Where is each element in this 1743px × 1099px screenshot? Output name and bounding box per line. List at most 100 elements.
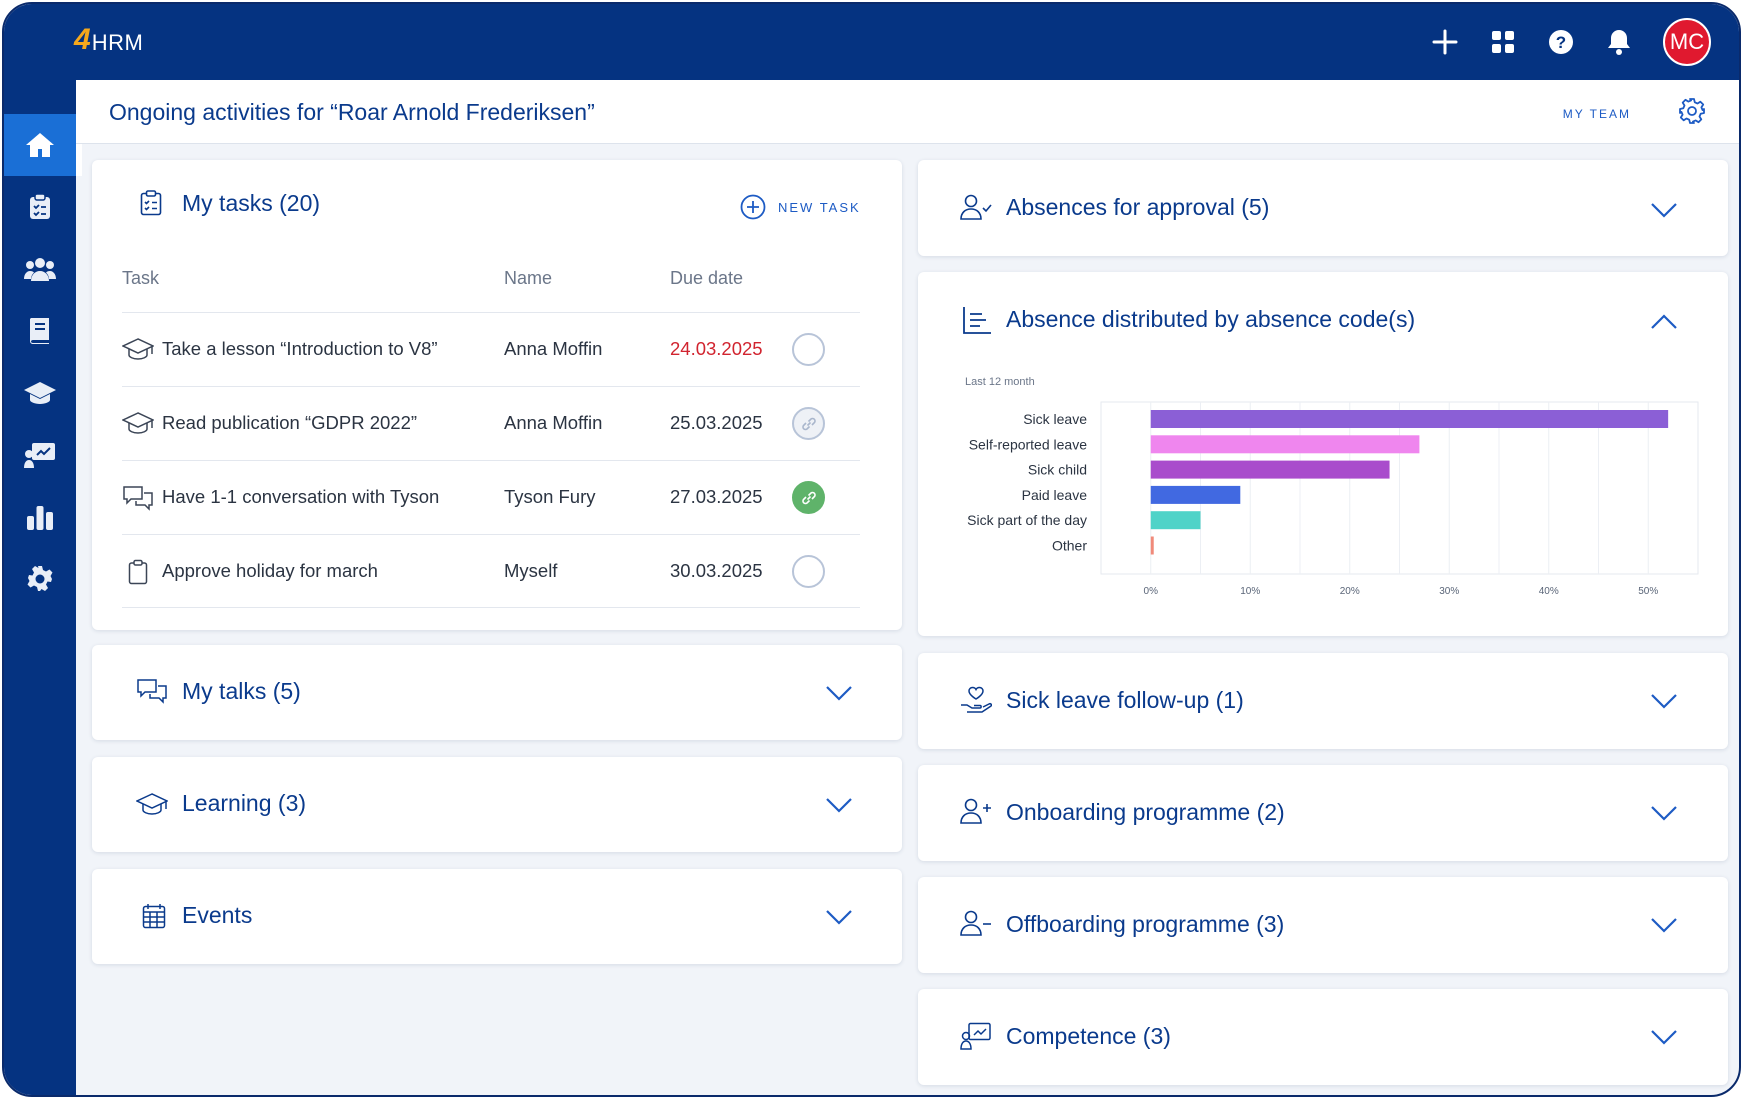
chevron-down-icon[interactable]	[1650, 1029, 1678, 1050]
chevron-down-icon[interactable]	[825, 909, 853, 930]
offboarding-title: Offboarding programme (3)	[1006, 911, 1285, 937]
sidebar-item-tasks[interactable]	[4, 176, 76, 238]
chevron-down-icon[interactable]	[825, 797, 853, 818]
graduation-cap-icon	[121, 337, 155, 366]
user-minus-icon	[960, 910, 992, 941]
task-status-toggle[interactable]	[792, 407, 825, 440]
new-task-label: NEW TASK	[778, 199, 861, 215]
sidebar-item-reports[interactable]	[4, 486, 76, 548]
graduation-cap-icon	[135, 792, 169, 821]
task-title: Have 1-1 conversation with Tyson	[162, 486, 440, 507]
events-card[interactable]: Events	[92, 869, 902, 964]
offboarding-card[interactable]: Offboarding programme (3)	[918, 877, 1728, 973]
onboarding-card[interactable]: Onboarding programme (2)	[918, 765, 1728, 861]
sidebar-item-presentation[interactable]	[4, 424, 76, 486]
absence-distribution-card: Absence distributed by absence code(s) L…	[918, 272, 1728, 636]
plus-icon[interactable]	[1431, 28, 1459, 56]
presentation-icon	[24, 443, 55, 468]
task-due-date: 24.03.2025	[670, 338, 763, 359]
top-actions: ? MC	[1431, 18, 1711, 66]
table-row[interactable]: Read publication “GDPR 2022” Anna Moffin…	[121, 386, 860, 460]
onboarding-title: Onboarding programme (2)	[1006, 799, 1285, 825]
chevron-up-icon[interactable]	[1650, 314, 1678, 335]
column-header-task[interactable]: Task	[122, 268, 160, 288]
events-title: Events	[182, 902, 253, 928]
bar	[1150, 435, 1420, 454]
absence-distribution-title: Absence distributed by absence code(s)	[1006, 306, 1416, 332]
task-assignee: Anna Moffin	[504, 412, 603, 433]
task-due-date: 27.03.2025	[670, 486, 763, 507]
page-title: Ongoing activities for “Roar Arnold Fred…	[109, 99, 595, 125]
chevron-down-icon[interactable]	[1650, 917, 1678, 938]
sidebar-item-people[interactable]	[4, 238, 76, 300]
graduation-cap-icon	[121, 411, 155, 440]
chevron-down-icon[interactable]	[825, 685, 853, 706]
bar	[1150, 485, 1241, 504]
sidebar-item-book[interactable]	[4, 300, 76, 362]
my-team-link[interactable]: MY TEAM	[1562, 107, 1631, 121]
absences-approval-card[interactable]: Absences for approval (5)	[918, 160, 1728, 256]
clipboard-list-icon	[140, 190, 162, 221]
x-tick-label: 20%	[1340, 586, 1360, 597]
y-tick-label: Sick leave	[1023, 411, 1087, 427]
link-icon	[801, 491, 816, 504]
absences-approval-title: Absences for approval (5)	[1006, 194, 1270, 220]
task-status-toggle[interactable]	[792, 555, 825, 588]
competence-card[interactable]: Competence (3)	[918, 989, 1728, 1085]
graduation-cap-icon	[24, 382, 56, 404]
settings-button[interactable]	[1679, 98, 1705, 129]
presentation-icon	[960, 1022, 992, 1055]
table-row[interactable]: Approve holiday for march Myself 30.03.2…	[122, 534, 860, 608]
bar-chart-icon	[27, 506, 53, 530]
gear-icon	[27, 566, 53, 591]
x-tick-label: 10%	[1240, 586, 1260, 597]
book-icon	[30, 318, 49, 344]
x-tick-label: 0%	[1144, 586, 1159, 597]
people-icon	[24, 258, 56, 281]
my-talks-title: My talks (5)	[182, 678, 301, 704]
sick-leave-followup-card[interactable]: Sick leave follow-up (1)	[918, 653, 1728, 749]
gear-icon	[1679, 98, 1705, 124]
chart-subtitle: Last 12 month	[965, 376, 1035, 388]
svg-text:?: ?	[1556, 33, 1566, 52]
sidebar-item-home[interactable]	[4, 114, 82, 176]
clipboard-icon	[128, 559, 148, 590]
list-chart-icon	[962, 306, 992, 339]
task-status-toggle[interactable]	[792, 481, 825, 514]
new-task-button[interactable]: NEW TASK	[740, 194, 861, 220]
table-row[interactable]: Take a lesson “Introduction to V8” Anna …	[121, 312, 860, 386]
logo-text: HRM	[91, 30, 144, 55]
calendar-icon	[142, 903, 166, 934]
absence-bar-chart: 0% 10% 20% 30% 40% 50% Sick leave Self-reported…	[967, 401, 1699, 597]
task-status-toggle[interactable]	[792, 333, 825, 366]
apps-grid-icon[interactable]	[1489, 28, 1517, 56]
task-title: Take a lesson “Introduction to V8”	[162, 338, 438, 359]
app-logo[interactable]: 4 HRM	[74, 22, 143, 58]
hand-heart-icon	[960, 686, 993, 719]
x-tick-label: 30%	[1439, 586, 1459, 597]
user-check-icon	[960, 194, 992, 225]
task-due-date: 25.03.2025	[670, 412, 763, 433]
table-row[interactable]: Have 1-1 conversation with Tyson Tyson F…	[122, 460, 860, 534]
sidebar-item-settings[interactable]	[4, 548, 76, 610]
competence-title: Competence (3)	[1006, 1023, 1171, 1049]
clipboard-icon	[30, 194, 50, 219]
y-tick-label: Self-reported leave	[969, 436, 1088, 452]
chevron-down-icon[interactable]	[1650, 693, 1678, 714]
user-plus-icon	[960, 798, 992, 829]
page-header: Ongoing activities for “Roar Arnold Fred…	[76, 80, 1739, 144]
chevron-down-icon[interactable]	[1650, 202, 1678, 223]
my-talks-card[interactable]: My talks (5)	[92, 645, 902, 740]
learning-card[interactable]: Learning (3)	[92, 757, 902, 852]
column-header-name[interactable]: Name	[504, 268, 553, 288]
column-header-due-date[interactable]: Due date	[670, 268, 744, 288]
sidebar-item-learning[interactable]	[4, 362, 76, 424]
y-tick-label: Paid leave	[1022, 487, 1088, 503]
bar	[1150, 410, 1669, 428]
bell-icon[interactable]	[1605, 28, 1633, 56]
chevron-down-icon[interactable]	[1650, 805, 1678, 826]
avatar[interactable]: MC	[1663, 18, 1711, 66]
help-icon[interactable]: ?	[1547, 28, 1575, 56]
logo-number: 4	[74, 23, 91, 56]
